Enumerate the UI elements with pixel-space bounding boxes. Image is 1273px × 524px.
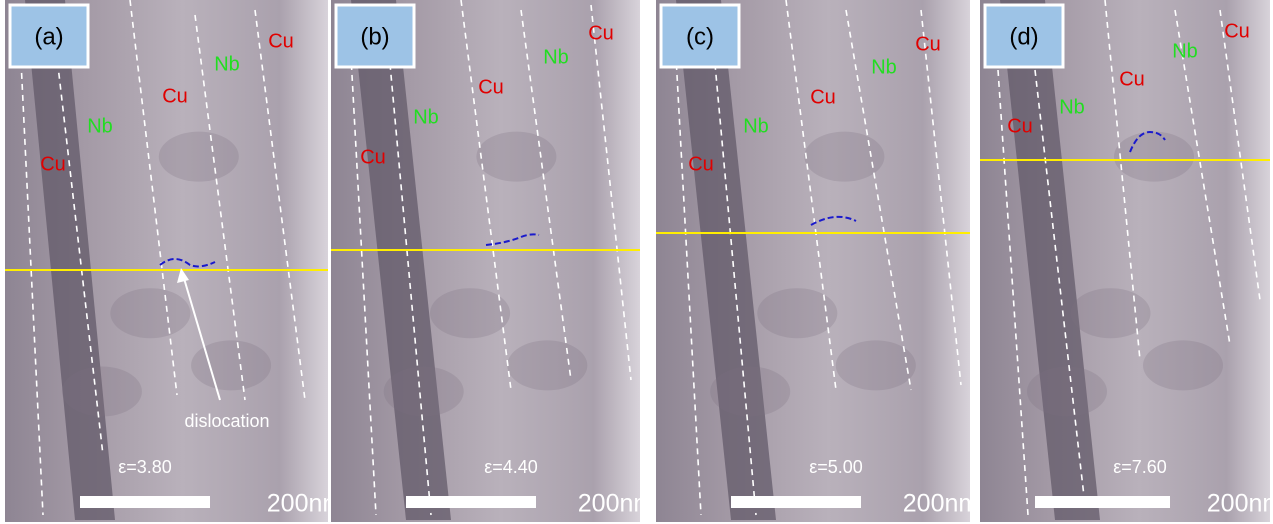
texture bbox=[1027, 367, 1107, 417]
material-label: Cu bbox=[688, 153, 714, 175]
figure: CuNbCuNbCudislocation(a)ε=3.80200nmCuNbC… bbox=[0, 0, 1273, 524]
texture bbox=[430, 288, 510, 338]
material-label: Nb bbox=[1172, 40, 1198, 62]
texture bbox=[191, 340, 271, 390]
panel-label: (b) bbox=[360, 23, 389, 50]
material-label: Nb bbox=[871, 56, 897, 78]
texture bbox=[757, 288, 837, 338]
material-label: Cu bbox=[360, 146, 386, 168]
scale-bar bbox=[80, 496, 210, 508]
panel: Cu Nb Cu Nb Cu (c) ε=5.00 200nm bbox=[656, 0, 979, 522]
scale-bar bbox=[406, 496, 536, 508]
texture bbox=[476, 132, 556, 182]
material-label: Cu bbox=[915, 33, 941, 55]
material-label: Nb bbox=[87, 115, 113, 137]
micrograph bbox=[656, 0, 970, 522]
texture bbox=[110, 288, 190, 338]
panel-label: (d) bbox=[1009, 23, 1038, 50]
material-label: Cu bbox=[1007, 115, 1033, 137]
material-label: Cu bbox=[40, 153, 66, 175]
material-label: Cu bbox=[810, 86, 836, 108]
texture bbox=[710, 367, 790, 417]
scale-label: 200nm bbox=[578, 490, 654, 518]
material-label: Cu bbox=[478, 76, 504, 98]
scale-label: 200nm bbox=[1207, 490, 1273, 518]
texture bbox=[384, 367, 464, 417]
material-label: Nb bbox=[413, 106, 439, 128]
texture bbox=[507, 340, 587, 390]
texture bbox=[1143, 340, 1223, 390]
material-label: Cu bbox=[588, 22, 614, 44]
scale-label: 200nm bbox=[903, 490, 979, 518]
scale-bar bbox=[1035, 496, 1170, 508]
panel: Cu Nb Cu Nb Cu (b) ε=4.40 200nm bbox=[331, 0, 654, 522]
scale-bar bbox=[731, 496, 861, 508]
panel-label: (a) bbox=[34, 23, 63, 50]
panel-label: (c) bbox=[686, 23, 714, 50]
texture bbox=[62, 367, 142, 417]
strain: ε=3.80 bbox=[118, 457, 172, 477]
material-label: Cu bbox=[1119, 68, 1145, 90]
strain: ε=5.00 bbox=[809, 457, 863, 477]
panel: Cu Nb Cu Nb Cu (d) ε=7.60 200nm bbox=[980, 0, 1273, 522]
material-label: Cu bbox=[1224, 20, 1250, 42]
texture bbox=[1071, 288, 1151, 338]
texture bbox=[804, 132, 884, 182]
material-label: Nb bbox=[214, 53, 240, 75]
strain: ε=7.60 bbox=[1113, 457, 1167, 477]
strain: ε=4.40 bbox=[484, 457, 538, 477]
annotation: dislocation bbox=[184, 411, 269, 431]
material-label: Nb bbox=[543, 46, 569, 68]
material-label: Cu bbox=[268, 30, 294, 52]
texture bbox=[159, 132, 239, 182]
material-label: Cu bbox=[162, 85, 188, 107]
material-label: Nb bbox=[1059, 96, 1085, 118]
micrograph bbox=[5, 0, 328, 522]
material-label: Nb bbox=[743, 115, 769, 137]
texture bbox=[1114, 132, 1194, 182]
